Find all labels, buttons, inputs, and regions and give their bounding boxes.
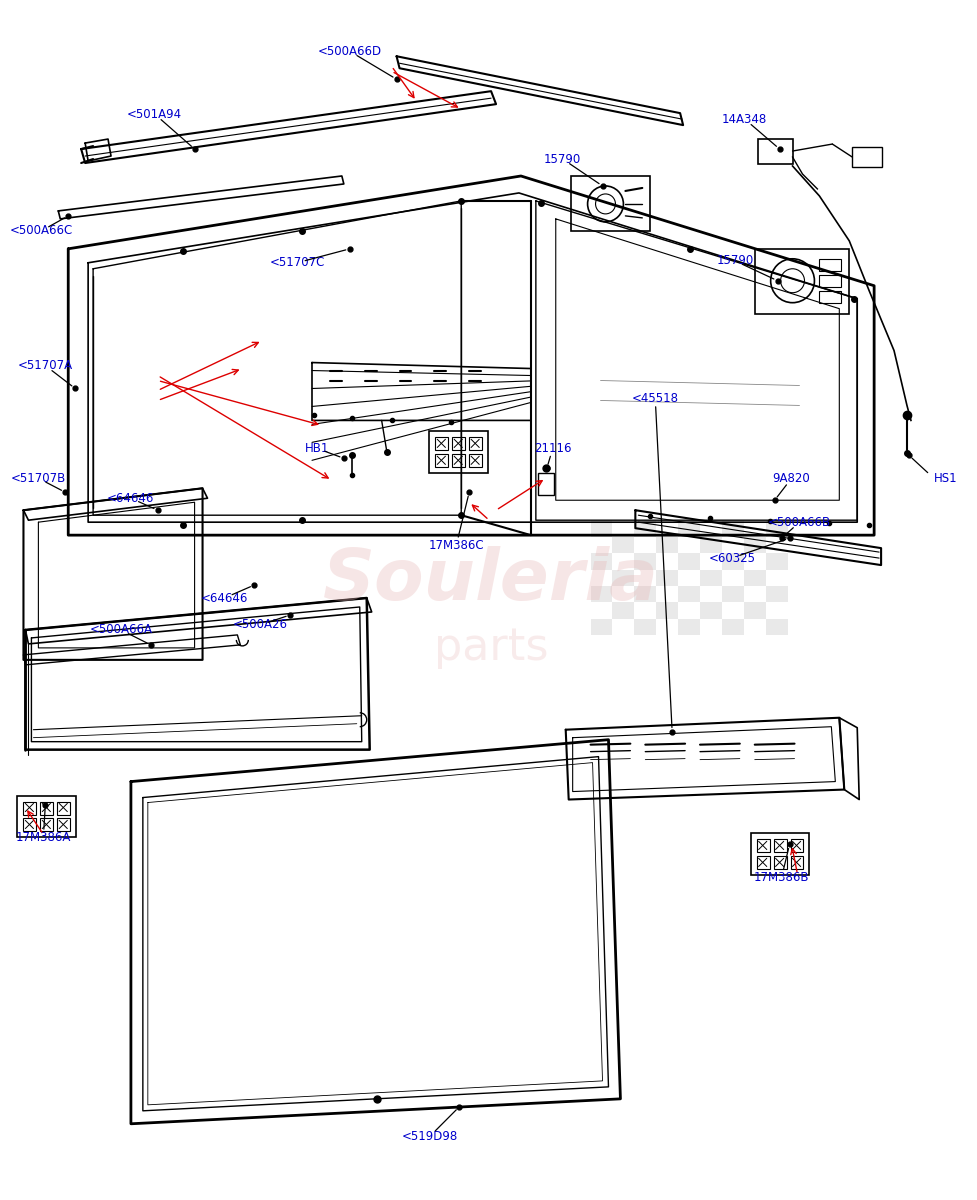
Bar <box>765 619 786 636</box>
Text: Souleria: Souleria <box>322 546 658 614</box>
Bar <box>756 857 769 869</box>
Text: HB1: HB1 <box>305 442 329 455</box>
Bar <box>590 619 612 636</box>
Text: <51707C: <51707C <box>269 257 324 269</box>
Text: parts: parts <box>434 626 548 670</box>
Bar <box>700 602 721 619</box>
Text: <501A94: <501A94 <box>127 108 182 121</box>
Bar <box>851 148 881 167</box>
Bar <box>743 570 765 586</box>
Bar <box>571 176 650 230</box>
Bar <box>757 139 791 164</box>
Bar <box>773 857 786 869</box>
Text: 15790: 15790 <box>543 152 580 166</box>
Bar <box>656 536 677 553</box>
Bar <box>537 473 553 496</box>
Text: 14A348: 14A348 <box>721 113 767 126</box>
Bar <box>754 248 848 313</box>
Text: 21116: 21116 <box>533 442 571 455</box>
Bar <box>743 536 765 553</box>
Bar <box>40 802 54 815</box>
Text: 17M386A: 17M386A <box>16 830 71 844</box>
Bar <box>656 602 677 619</box>
Bar <box>756 840 769 852</box>
Text: 15790: 15790 <box>715 254 752 268</box>
Bar <box>721 520 743 536</box>
Text: 17M386C: 17M386C <box>428 539 484 552</box>
Bar <box>435 437 447 450</box>
Bar <box>58 802 70 815</box>
Text: <60325: <60325 <box>707 552 754 564</box>
Bar <box>469 455 482 467</box>
Text: <500A66D: <500A66D <box>318 44 381 58</box>
Bar <box>819 290 840 302</box>
Bar <box>590 586 612 602</box>
Bar <box>590 520 612 536</box>
Bar <box>819 275 840 287</box>
Bar <box>721 553 743 570</box>
Text: <500A66C: <500A66C <box>10 224 73 238</box>
Bar <box>677 586 700 602</box>
Bar <box>721 586 743 602</box>
Text: <500A26: <500A26 <box>233 618 287 631</box>
Bar <box>469 437 482 450</box>
Bar <box>765 553 786 570</box>
Text: <64646: <64646 <box>200 592 248 605</box>
Text: 17M386B: 17M386B <box>753 871 809 884</box>
Bar <box>819 259 840 271</box>
Bar <box>451 455 465 467</box>
Bar <box>765 586 786 602</box>
Bar <box>429 431 488 473</box>
Bar <box>765 520 786 536</box>
Text: <51707A: <51707A <box>18 359 73 372</box>
Bar <box>590 553 612 570</box>
Bar <box>612 536 634 553</box>
Bar <box>677 619 700 636</box>
Bar <box>634 520 656 536</box>
Bar <box>656 570 677 586</box>
Text: 9A820: 9A820 <box>772 472 810 485</box>
Bar <box>40 818 54 832</box>
Bar <box>677 553 700 570</box>
Bar <box>750 834 809 875</box>
Bar <box>435 455 447 467</box>
Bar <box>23 802 36 815</box>
Bar <box>634 553 656 570</box>
Bar <box>789 857 803 869</box>
Bar <box>451 437 465 450</box>
Text: HS1: HS1 <box>933 472 956 485</box>
Bar <box>700 536 721 553</box>
Bar <box>612 602 634 619</box>
Bar <box>23 818 36 832</box>
Bar <box>677 520 700 536</box>
Bar <box>773 840 786 852</box>
Bar <box>743 602 765 619</box>
Bar <box>789 840 803 852</box>
Bar <box>634 619 656 636</box>
Bar <box>612 570 634 586</box>
Text: <51707B: <51707B <box>11 472 65 485</box>
Text: <500A66A: <500A66A <box>89 624 152 636</box>
Bar <box>58 818 70 832</box>
Bar <box>700 570 721 586</box>
Bar <box>634 586 656 602</box>
Bar <box>18 796 76 838</box>
Text: <519D98: <519D98 <box>401 1130 457 1144</box>
Bar <box>721 619 743 636</box>
Text: <45518: <45518 <box>631 392 678 404</box>
Text: <64646: <64646 <box>107 492 154 505</box>
Text: <500A66B: <500A66B <box>767 516 830 529</box>
